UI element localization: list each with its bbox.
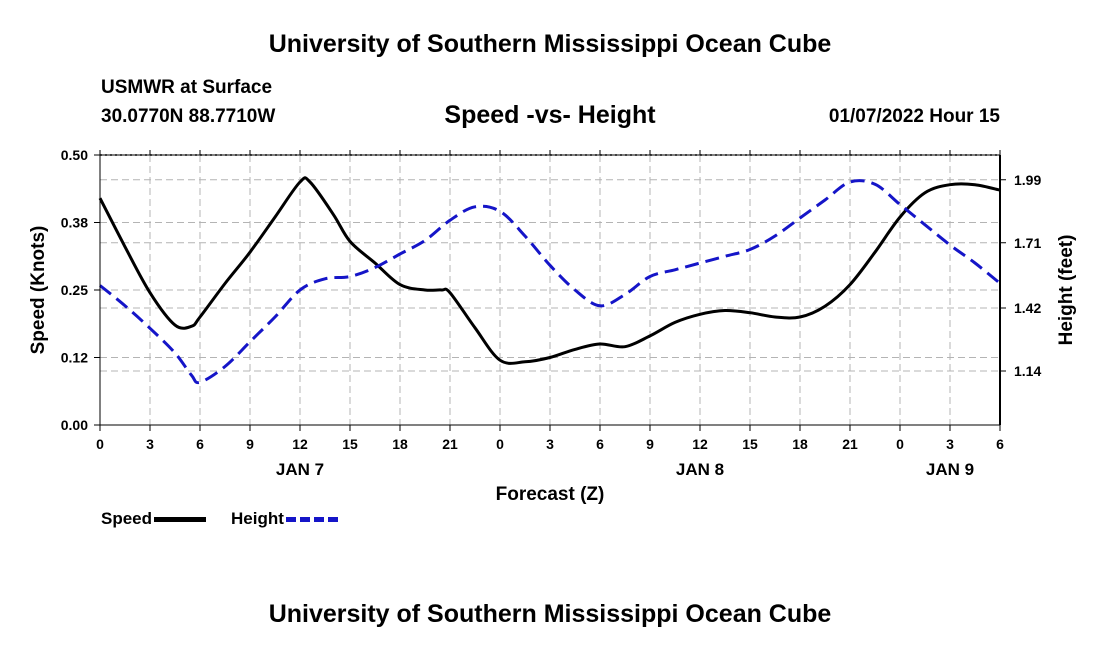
grid (100, 154, 1000, 425)
x-axis-title: Forecast (Z) (496, 484, 605, 505)
footer-title: University of Southern Mississippi Ocean… (268, 600, 832, 628)
chart-title: Speed -vs- Height (444, 101, 656, 129)
speed-height-chart: 0 3 6 9 12 15 18 21 0 3 6 9 12 15 18 21 0 3 6 JAN 7 JAN 8 JAN… (28, 147, 1077, 505)
y-tick-label: 0.25 (61, 282, 88, 298)
x-tick-label: 15 (342, 436, 358, 452)
y2-tick-label: 1.14 (1014, 363, 1041, 379)
x-tick-label: 0 (496, 436, 504, 452)
y2-tick-label: 1.71 (1014, 235, 1041, 251)
x-tick-label: 3 (546, 436, 554, 452)
page-title: University of Southern Mississippi Ocean… (268, 30, 832, 58)
x-tick-label: 0 (96, 436, 104, 452)
legend-height-label: Height (231, 509, 284, 528)
y2-tick-label: 1.42 (1014, 300, 1041, 316)
day-label: JAN 8 (676, 460, 724, 479)
legend-height-swatch (285, 516, 338, 522)
x-tick-label: 12 (692, 436, 708, 452)
y-tick-label: 0.38 (61, 215, 88, 231)
height-series-line (99, 179, 1001, 385)
x-tick-label: 9 (646, 436, 654, 452)
x-tick-label: 15 (742, 436, 758, 452)
x-tick-label: 9 (246, 436, 254, 452)
y-tick-label: 0.50 (61, 147, 88, 163)
x-tick-label: 18 (792, 436, 808, 452)
x-tick-label: 21 (842, 436, 858, 452)
x-tick-label: 18 (392, 436, 408, 452)
y2-tick-label: 1.99 (1014, 172, 1041, 188)
x-tick-label: 6 (196, 436, 204, 452)
axes: 0 3 6 9 12 15 18 21 0 3 6 9 12 15 18 21 0 3 6 JAN 7 JAN 8 JAN… (61, 147, 1042, 479)
legend-speed: Speed (101, 509, 207, 529)
forecast-datetime: 01/07/2022 Hour 15 (828, 106, 1000, 127)
y-tick-label: 0.00 (61, 417, 88, 433)
x-tick-label: 3 (946, 436, 954, 452)
series-layer (98, 176, 1001, 385)
speed-series-line (98, 176, 1001, 365)
y2-axis-title: Height (feet) (1056, 235, 1077, 346)
day-label: JAN 7 (276, 460, 324, 479)
x-tick-label: 21 (442, 436, 458, 452)
legend-height: Height (231, 509, 338, 529)
x-tick-label: 6 (596, 436, 604, 452)
x-tick-label: 3 (146, 436, 154, 452)
x-tick-label: 6 (996, 436, 1004, 452)
y-axis-title: Speed (Knots) (28, 226, 49, 355)
coordinates-label: 30.0770N 88.7710W (101, 106, 276, 127)
station-label: USMWR at Surface (101, 77, 273, 98)
day-label: JAN 9 (926, 460, 974, 479)
y-tick-label: 0.12 (61, 350, 88, 366)
legend-speed-label: Speed (101, 509, 153, 528)
x-tick-label: 12 (292, 436, 308, 452)
x-tick-label: 0 (896, 436, 904, 452)
legend-speed-swatch (154, 516, 207, 522)
